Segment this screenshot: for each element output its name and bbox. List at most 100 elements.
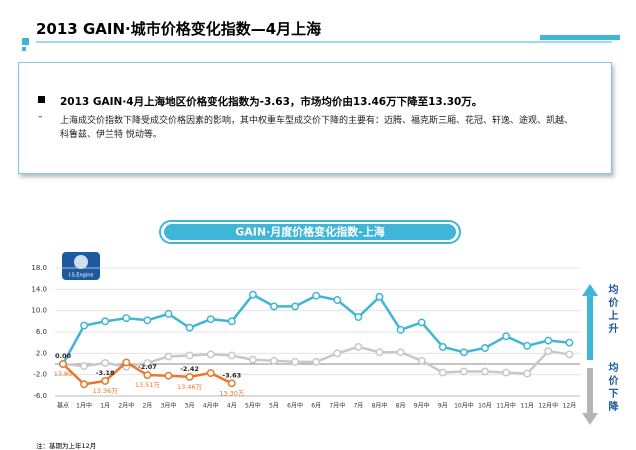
x-tick-label: 1月中 bbox=[76, 402, 92, 410]
point bbox=[185, 351, 194, 360]
point bbox=[481, 367, 489, 376]
x-tick-label: 6月 bbox=[311, 403, 321, 410]
point bbox=[523, 369, 532, 378]
point bbox=[417, 356, 426, 365]
x-tick-label: 4月 bbox=[227, 403, 237, 410]
point bbox=[59, 360, 67, 368]
x-tick-label: 5月 bbox=[269, 403, 279, 410]
point bbox=[544, 347, 553, 356]
y-tick-label: 10.0 bbox=[31, 307, 47, 315]
value-label: 0.00 bbox=[55, 352, 72, 360]
value-label: -2.07 bbox=[138, 363, 157, 371]
point bbox=[523, 341, 532, 350]
x-tick-label: 3月 bbox=[185, 403, 195, 410]
point bbox=[122, 358, 131, 367]
point bbox=[481, 344, 489, 352]
note: 注：基期为上年12月 bbox=[36, 441, 96, 450]
point bbox=[502, 368, 511, 377]
point bbox=[565, 338, 574, 347]
point bbox=[80, 362, 89, 371]
value-label: -3.63 bbox=[222, 371, 241, 379]
point bbox=[80, 321, 89, 330]
x-tick-label: 9月 bbox=[438, 403, 448, 410]
x-tick-label: 11月中 bbox=[496, 402, 516, 410]
x-tick-label: 2月 bbox=[142, 403, 152, 410]
y-tick-label: 18.0 bbox=[31, 264, 47, 272]
chart-title-fill bbox=[164, 224, 456, 240]
point bbox=[206, 350, 215, 359]
x-tick-label: 3月中 bbox=[161, 402, 177, 410]
point bbox=[333, 349, 342, 358]
x-tick-label: 8月中 bbox=[372, 402, 388, 410]
y-tick-label: -2.0 bbox=[33, 371, 47, 379]
x-tick-label: 11月 bbox=[520, 403, 534, 410]
detail: 上海成交价指数下降受成交价格因素的影响，其中权重车型成交价下降的主要有：迈腾、福… bbox=[60, 116, 574, 140]
point bbox=[227, 317, 236, 326]
point bbox=[312, 357, 321, 366]
point bbox=[143, 358, 152, 367]
point bbox=[164, 309, 173, 318]
x-tick-label: 10月中 bbox=[454, 402, 474, 410]
x-tick-label: 6月中 bbox=[287, 402, 303, 410]
up-label: 均价上升 bbox=[606, 284, 617, 336]
summary-box bbox=[18, 62, 612, 174]
point bbox=[101, 317, 110, 326]
point bbox=[164, 371, 173, 380]
down-arrow bbox=[582, 368, 598, 425]
x-tick-label: 7月中 bbox=[329, 402, 345, 410]
point bbox=[227, 379, 236, 388]
point bbox=[227, 351, 236, 360]
x-tick-label: 4月中 bbox=[203, 402, 219, 410]
x-tick-label: 12月中 bbox=[538, 402, 558, 410]
point bbox=[312, 291, 321, 300]
point bbox=[375, 292, 384, 301]
point bbox=[354, 313, 363, 322]
dash: – bbox=[38, 112, 43, 122]
point bbox=[354, 342, 363, 351]
x-tick-label: 基点 bbox=[57, 402, 69, 410]
point bbox=[565, 350, 574, 359]
y-tick-label: 6.0 bbox=[36, 328, 47, 336]
up-arrow bbox=[582, 284, 598, 360]
value-label: -2.42 bbox=[180, 365, 199, 373]
point bbox=[185, 323, 194, 332]
down-label: 均价下降 bbox=[606, 362, 617, 414]
y-tick-label: 14.0 bbox=[31, 285, 47, 293]
point bbox=[333, 296, 342, 304]
point bbox=[122, 314, 131, 323]
point bbox=[185, 372, 194, 381]
value-label: -3.18 bbox=[96, 369, 115, 377]
point bbox=[544, 336, 553, 345]
x-tick-label: 9月中 bbox=[414, 402, 430, 410]
page-title: 2013 GAIN·城市价格变化指数—4月上海 bbox=[36, 20, 322, 38]
logo-icon bbox=[74, 255, 88, 269]
point bbox=[438, 368, 447, 377]
point bbox=[291, 357, 300, 366]
x-tick-label: 8月 bbox=[396, 403, 406, 410]
x-tick-label: 1月 bbox=[100, 403, 110, 410]
point bbox=[248, 355, 257, 364]
x-tick-label: 7月 bbox=[353, 403, 363, 410]
point bbox=[164, 352, 173, 361]
decor bbox=[22, 47, 26, 51]
point bbox=[375, 348, 384, 357]
point bbox=[143, 371, 152, 379]
point bbox=[248, 290, 257, 299]
x-tick-label: 10月 bbox=[478, 403, 492, 410]
decor bbox=[22, 38, 29, 45]
x-tick-label: 12月 bbox=[563, 403, 577, 410]
point bbox=[502, 332, 511, 341]
point bbox=[270, 356, 278, 365]
point bbox=[396, 348, 405, 357]
logo-text: I.S.Engine bbox=[69, 273, 94, 279]
price-label: 13.51万 bbox=[135, 381, 161, 389]
price-label: 13.46万 bbox=[177, 383, 203, 391]
point bbox=[143, 316, 152, 325]
chart-title: GAIN·月度价格变化指数-上海 bbox=[235, 225, 385, 239]
point bbox=[206, 315, 215, 324]
y-tick-label: 2.0 bbox=[36, 349, 47, 357]
y-tick-label: -6.0 bbox=[33, 392, 47, 400]
headline: 2013 GAIN·4月上海地区价格变化指数为-3.63，市场均价由13.46万… bbox=[60, 96, 483, 108]
